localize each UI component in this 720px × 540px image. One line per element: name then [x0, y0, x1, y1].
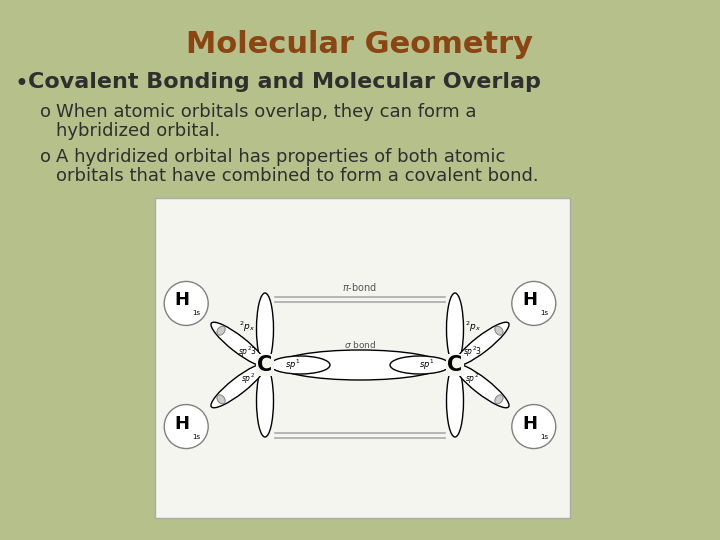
Ellipse shape: [256, 293, 274, 365]
Text: H: H: [522, 292, 537, 309]
Text: C: C: [257, 355, 273, 375]
Text: $^2p_x$: $^2p_x$: [465, 320, 481, 334]
Text: H: H: [522, 415, 537, 433]
Ellipse shape: [454, 364, 509, 408]
Ellipse shape: [446, 365, 464, 437]
Ellipse shape: [512, 281, 556, 326]
Text: C: C: [447, 355, 463, 375]
Ellipse shape: [211, 364, 266, 408]
Text: Molecular Geometry: Molecular Geometry: [186, 30, 534, 59]
Ellipse shape: [390, 356, 450, 374]
Ellipse shape: [495, 395, 503, 404]
Ellipse shape: [217, 395, 225, 404]
Text: $^2p_x$: $^2p_x$: [239, 320, 255, 334]
Text: 1s: 1s: [540, 310, 548, 316]
Ellipse shape: [256, 365, 274, 437]
Ellipse shape: [446, 293, 464, 365]
Text: $\sigma$ bond: $\sigma$ bond: [344, 340, 376, 350]
Text: H: H: [175, 292, 189, 309]
Ellipse shape: [495, 326, 503, 335]
Text: H: H: [175, 415, 189, 433]
Text: $sp^2$: $sp^2$: [465, 371, 480, 386]
Ellipse shape: [211, 322, 266, 366]
Ellipse shape: [454, 322, 509, 366]
Text: When atomic orbitals overlap, they can form a: When atomic orbitals overlap, they can f…: [56, 103, 477, 121]
Ellipse shape: [164, 404, 208, 449]
Text: hybridized orbital.: hybridized orbital.: [56, 122, 220, 140]
Text: $sp^2$3: $sp^2$3: [238, 345, 258, 359]
Text: $sp^2$3: $sp^2$3: [462, 345, 482, 359]
Text: $sp^2$: $sp^2$: [240, 371, 255, 386]
Text: o: o: [40, 103, 51, 121]
Ellipse shape: [512, 404, 556, 449]
Text: $sp^1$: $sp^1$: [285, 358, 301, 372]
Text: $sp^1$: $sp^1$: [419, 358, 435, 372]
Text: $\pi$-bond: $\pi$-bond: [343, 281, 377, 293]
Text: 1s: 1s: [192, 310, 200, 316]
Text: orbitals that have combined to form a covalent bond.: orbitals that have combined to form a co…: [56, 167, 539, 185]
FancyBboxPatch shape: [155, 198, 570, 518]
Text: Covalent Bonding and Molecular Overlap: Covalent Bonding and Molecular Overlap: [28, 72, 541, 92]
Ellipse shape: [277, 350, 443, 380]
Text: A hydridized orbital has properties of both atomic: A hydridized orbital has properties of b…: [56, 148, 505, 166]
Ellipse shape: [270, 356, 330, 374]
Text: •: •: [14, 72, 28, 96]
Text: 1s: 1s: [192, 434, 200, 440]
Ellipse shape: [164, 281, 208, 326]
Ellipse shape: [217, 326, 225, 335]
Text: o: o: [40, 148, 51, 166]
Text: 1s: 1s: [540, 434, 548, 440]
